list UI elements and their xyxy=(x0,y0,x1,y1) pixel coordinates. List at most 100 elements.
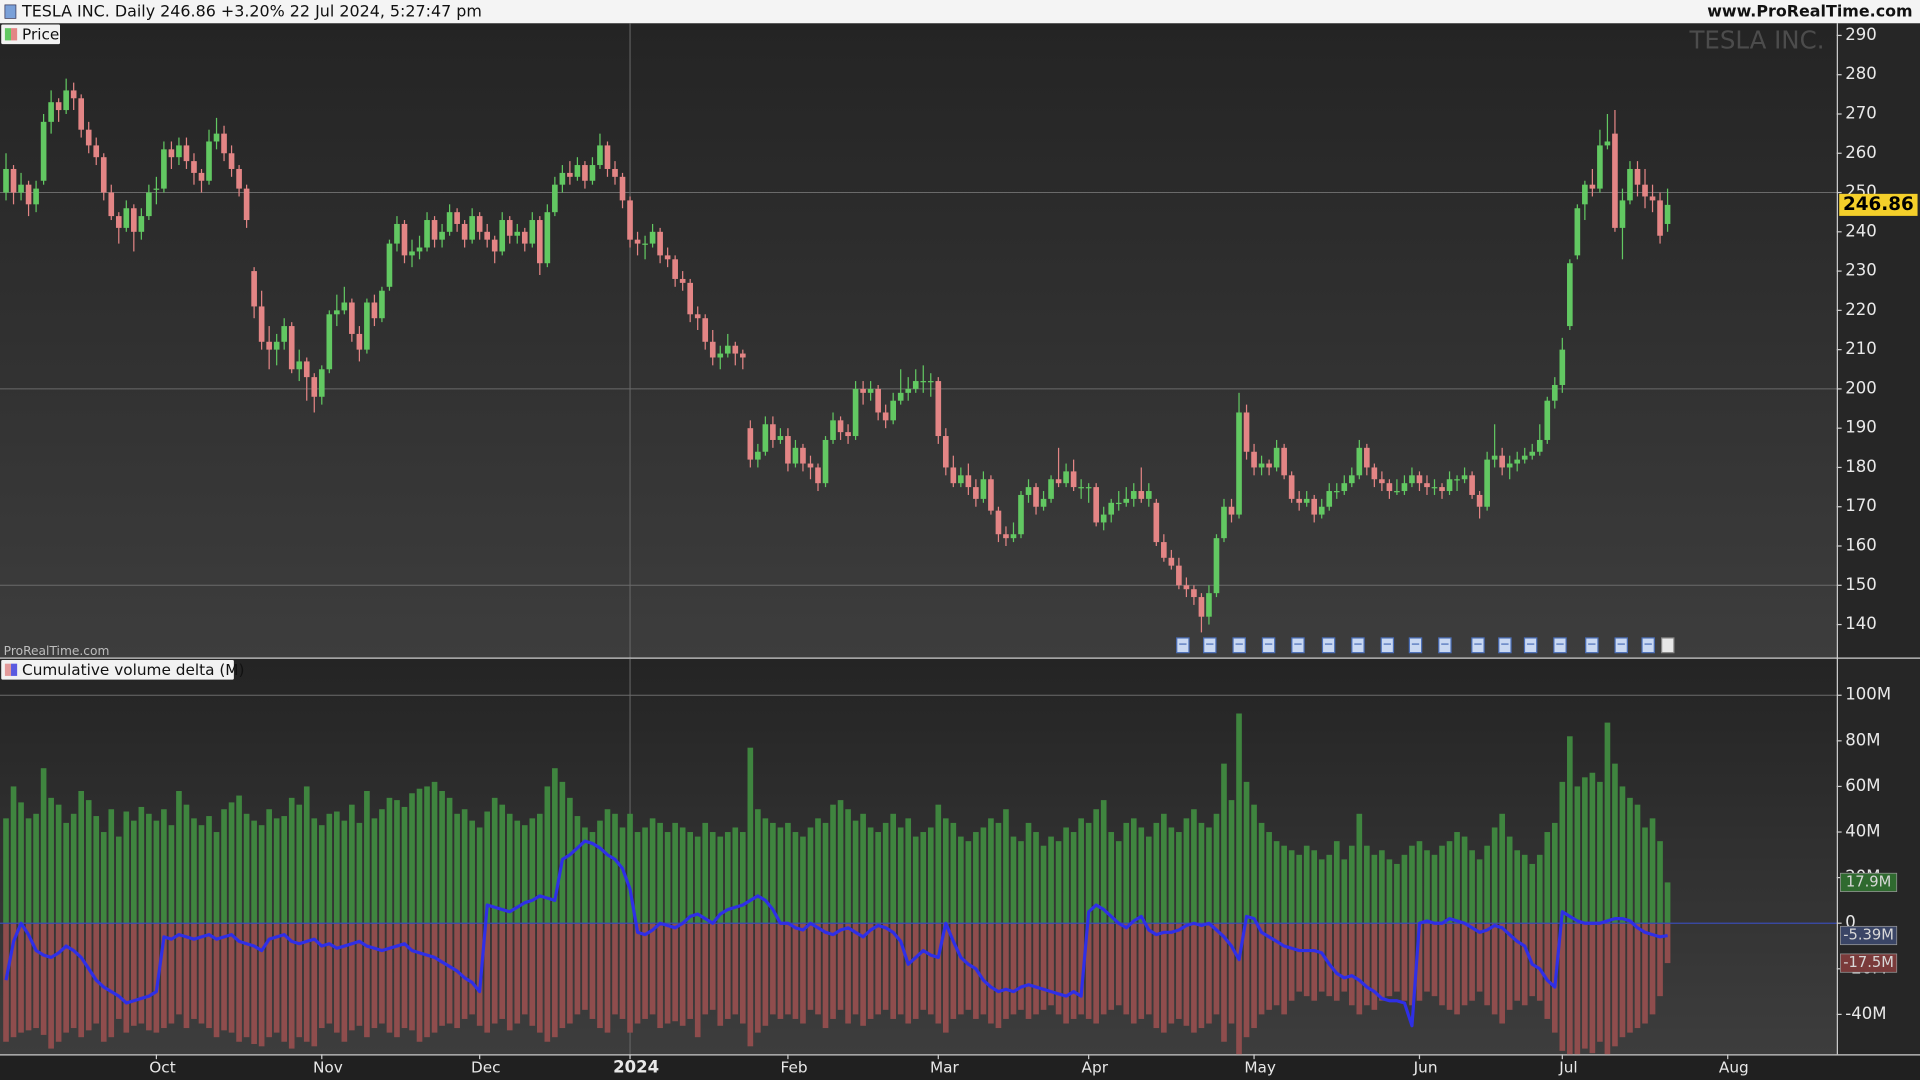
volume-bar xyxy=(100,923,107,1042)
candle-body xyxy=(973,487,979,499)
volume-bar xyxy=(664,832,671,924)
candle-body xyxy=(93,145,100,158)
y-tick-label: -40M xyxy=(1845,1004,1886,1023)
volume-bar xyxy=(1454,832,1460,924)
volume-bar xyxy=(1567,923,1573,1055)
candle-body xyxy=(965,475,972,488)
volume-bar xyxy=(537,923,543,1033)
candle-body xyxy=(1161,542,1167,558)
volume-bar xyxy=(1213,923,1220,1015)
volume-bar xyxy=(597,923,603,1029)
candle-body xyxy=(612,168,618,177)
candle-body xyxy=(1176,565,1182,586)
volume-bar xyxy=(980,923,987,1015)
candle-body xyxy=(732,345,739,354)
candle-body xyxy=(85,129,92,146)
legend-icon xyxy=(4,663,12,676)
volume-bar xyxy=(837,923,844,1010)
event-icon xyxy=(1438,637,1452,654)
y-tick-label: 170 xyxy=(1845,496,1877,515)
volume-bar xyxy=(1664,923,1671,964)
volume-bar xyxy=(852,923,859,1015)
volume-bar xyxy=(1597,923,1603,1042)
candle-body xyxy=(1213,538,1220,594)
candle-body xyxy=(1115,502,1122,505)
volume-bar xyxy=(1439,845,1445,924)
volume-bar xyxy=(935,804,942,924)
volume-bar xyxy=(1115,841,1122,924)
volume-bar xyxy=(679,827,686,924)
volume-bar xyxy=(243,813,250,924)
candle-body xyxy=(1273,447,1280,468)
volume-bar xyxy=(1161,923,1167,1033)
volume-bar xyxy=(912,923,919,1019)
volume-bar xyxy=(988,818,994,924)
candle-body xyxy=(717,353,724,358)
volume-bar xyxy=(920,832,927,924)
volume-bar xyxy=(1003,923,1009,1019)
volume-bar xyxy=(10,923,17,1038)
volume-bar xyxy=(221,809,227,924)
volume-bar xyxy=(1446,923,1453,1010)
candle-body xyxy=(860,388,866,393)
volume-bar xyxy=(1341,923,1348,992)
candle-body xyxy=(131,208,137,232)
volume-bar xyxy=(1409,845,1415,924)
candle-body xyxy=(115,216,122,228)
volume-bar xyxy=(1168,827,1175,924)
volume-bar xyxy=(694,836,701,924)
volume-bar xyxy=(1273,923,1280,1006)
volume-bar xyxy=(221,923,227,1031)
volume-bar xyxy=(318,923,325,1029)
candle-body xyxy=(1401,483,1408,492)
volume-bar xyxy=(1040,923,1047,1010)
y-tick-label: 140 xyxy=(1845,614,1877,633)
candle-body xyxy=(574,165,581,177)
volume-bar xyxy=(296,804,303,924)
volume-bar xyxy=(115,923,122,1019)
event-icon xyxy=(1523,637,1538,654)
candle-body xyxy=(100,157,107,193)
candle-body xyxy=(221,133,227,154)
volume-bar xyxy=(777,923,784,1019)
x-tick-label: Aug xyxy=(1719,1058,1749,1076)
candle-body xyxy=(664,255,671,260)
volume-bar xyxy=(1183,923,1190,1026)
volume-bar xyxy=(1574,786,1581,924)
volume-bar xyxy=(1394,923,1400,992)
volume-bar xyxy=(1521,854,1528,924)
volume-bar xyxy=(1424,850,1430,924)
candle-body xyxy=(1085,487,1092,489)
candle-body xyxy=(1243,412,1250,452)
volume-bar xyxy=(1589,772,1596,924)
candle-body xyxy=(1379,479,1385,484)
volume-bar xyxy=(709,832,716,924)
volume-bar xyxy=(890,923,896,1019)
candle-body xyxy=(1529,451,1536,456)
volume-bar xyxy=(93,816,100,924)
volume-bar xyxy=(1491,923,1498,1015)
candle-body xyxy=(1582,184,1588,205)
candle-body xyxy=(1499,455,1505,468)
x-tick-label: Oct xyxy=(149,1058,175,1076)
volume-bar xyxy=(1499,923,1505,1024)
volume-bar xyxy=(1529,923,1536,997)
candle-body xyxy=(318,369,325,397)
candle-body xyxy=(228,153,235,169)
candle-body xyxy=(161,149,167,189)
volume-bar xyxy=(1657,923,1663,997)
volume-bar xyxy=(213,923,220,1038)
volume-bar xyxy=(491,923,498,1024)
candle-body xyxy=(1281,447,1287,476)
volume-plot xyxy=(0,658,1837,1055)
volume-bar xyxy=(702,923,709,1015)
volume-bar xyxy=(349,923,355,1031)
volume-bar xyxy=(777,827,784,924)
volume-bar xyxy=(183,923,190,1029)
header-bar xyxy=(0,0,1920,24)
candle-body xyxy=(845,432,851,437)
candle-body xyxy=(589,165,596,181)
volume-bar xyxy=(394,923,400,1038)
volume-bar xyxy=(747,747,754,924)
x-tick-label: Apr xyxy=(1082,1058,1109,1076)
